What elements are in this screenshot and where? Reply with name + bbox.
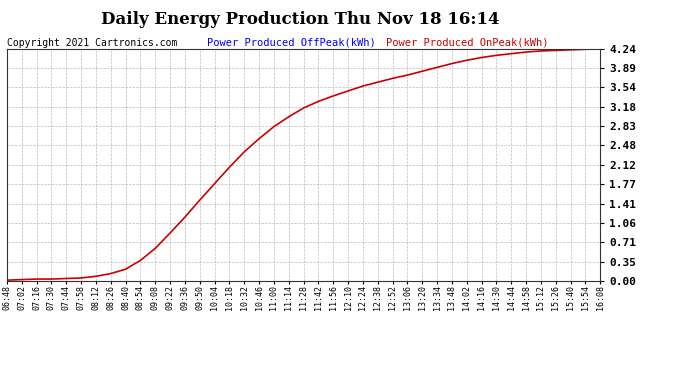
Text: Daily Energy Production Thu Nov 18 16:14: Daily Energy Production Thu Nov 18 16:14 [101, 11, 500, 28]
Text: Power Produced OffPeak(kWh): Power Produced OffPeak(kWh) [207, 38, 376, 48]
Text: Power Produced OnPeak(kWh): Power Produced OnPeak(kWh) [386, 38, 549, 48]
Text: Copyright 2021 Cartronics.com: Copyright 2021 Cartronics.com [7, 38, 177, 48]
